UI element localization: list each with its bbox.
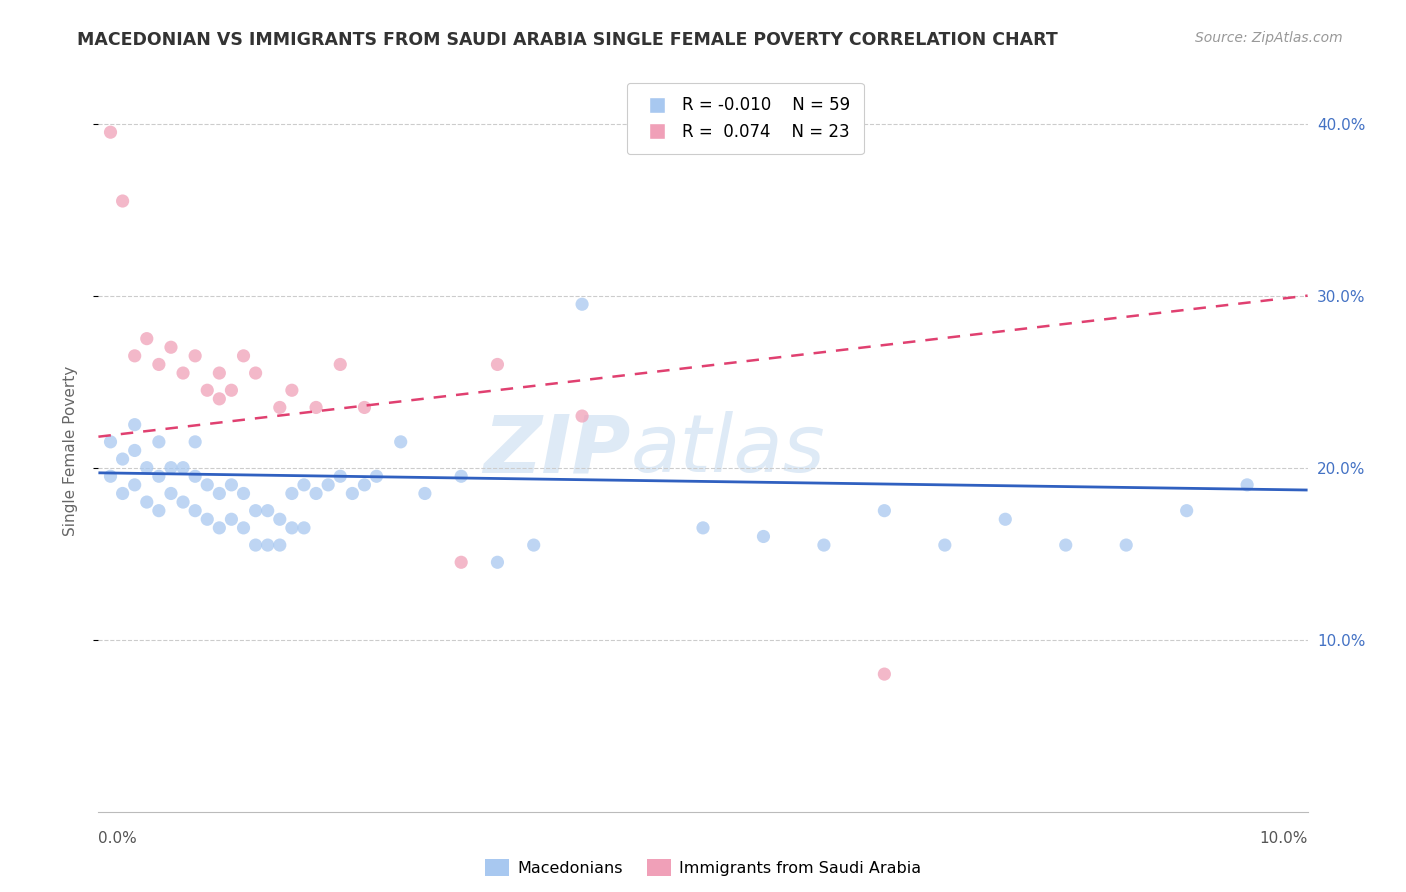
Point [813, 538, 835, 552]
Point [184, 469, 207, 483]
Point [184, 434, 207, 449]
Point [486, 358, 509, 372]
Point [148, 358, 170, 372]
Point [934, 538, 956, 552]
Point [172, 495, 194, 509]
Point [269, 538, 291, 552]
Point [245, 503, 267, 517]
Point [245, 538, 267, 552]
Point [269, 401, 291, 415]
Point [184, 503, 207, 517]
Point [100, 469, 122, 483]
Point [316, 478, 339, 492]
Point [208, 521, 231, 535]
Point [148, 434, 170, 449]
Text: 0.0%: 0.0% [98, 831, 138, 846]
Point [256, 503, 278, 517]
Point [195, 512, 218, 526]
Point [221, 384, 243, 398]
Point [873, 503, 896, 517]
Point [100, 125, 122, 139]
Point [1115, 538, 1137, 552]
Point [135, 495, 157, 509]
Point [281, 384, 304, 398]
Point [208, 392, 231, 406]
Point [329, 469, 352, 483]
Point [571, 409, 593, 423]
Point [184, 349, 207, 363]
Y-axis label: Single Female Poverty: Single Female Poverty [63, 366, 77, 535]
Point [160, 460, 183, 475]
Point [208, 366, 231, 380]
Point [208, 486, 231, 500]
Point [195, 384, 218, 398]
Point [269, 512, 291, 526]
Point [994, 512, 1017, 526]
Point [172, 366, 194, 380]
Text: atlas: atlas [630, 411, 825, 490]
Point [124, 417, 146, 432]
Legend: Macedonians, Immigrants from Saudi Arabia: Macedonians, Immigrants from Saudi Arabi… [477, 852, 929, 884]
Point [353, 478, 375, 492]
Point [292, 478, 315, 492]
Point [281, 521, 304, 535]
Text: MACEDONIAN VS IMMIGRANTS FROM SAUDI ARABIA SINGLE FEMALE POVERTY CORRELATION CHA: MACEDONIAN VS IMMIGRANTS FROM SAUDI ARAB… [77, 31, 1059, 49]
Point [486, 555, 509, 569]
Point [160, 486, 183, 500]
Point [523, 538, 546, 552]
Point [232, 349, 254, 363]
Point [135, 460, 157, 475]
Point [256, 538, 278, 552]
Point [195, 478, 218, 492]
Text: ZIP: ZIP [484, 411, 630, 490]
Point [450, 469, 472, 483]
Point [135, 332, 157, 346]
Point [124, 443, 146, 458]
Point [1175, 503, 1198, 517]
Point [100, 434, 122, 449]
Point [160, 340, 183, 354]
Point [305, 401, 328, 415]
Point [1054, 538, 1077, 552]
Point [692, 521, 714, 535]
Text: 10.0%: 10.0% [1260, 831, 1308, 846]
Text: Source: ZipAtlas.com: Source: ZipAtlas.com [1195, 31, 1343, 45]
Point [124, 349, 146, 363]
Point [450, 555, 472, 569]
Point [124, 478, 146, 492]
Legend: R = -0.010    N = 59, R =  0.074    N = 23: R = -0.010 N = 59, R = 0.074 N = 23 [627, 83, 863, 154]
Point [281, 486, 304, 500]
Point [148, 469, 170, 483]
Point [232, 486, 254, 500]
Point [329, 358, 352, 372]
Point [292, 521, 315, 535]
Point [148, 503, 170, 517]
Point [353, 401, 375, 415]
Point [342, 486, 364, 500]
Point [111, 194, 134, 208]
Point [389, 434, 412, 449]
Point [752, 529, 775, 543]
Point [366, 469, 388, 483]
Point [873, 667, 896, 681]
Point [172, 460, 194, 475]
Point [111, 452, 134, 467]
Point [221, 512, 243, 526]
Point [232, 521, 254, 535]
Point [413, 486, 436, 500]
Point [111, 486, 134, 500]
Point [305, 486, 328, 500]
Point [571, 297, 593, 311]
Point [245, 366, 267, 380]
Point [1236, 478, 1258, 492]
Point [221, 478, 243, 492]
